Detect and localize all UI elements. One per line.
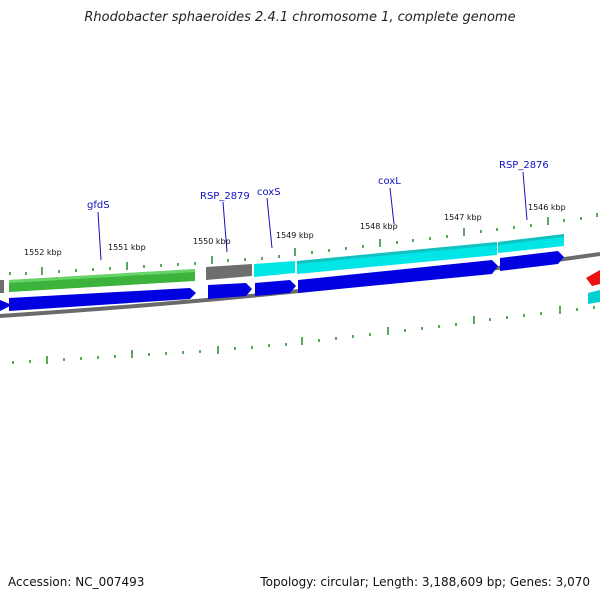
outer-scale-ticks bbox=[9, 213, 598, 275]
cds-RSP_2876[interactable] bbox=[500, 251, 564, 271]
gene-coxL[interactable] bbox=[297, 242, 497, 274]
accession-label: Accession: NC_007493 bbox=[8, 575, 145, 589]
scale-labels: 1552 kbp 1551 kbp 1550 kbp 1549 kbp 1548… bbox=[24, 203, 566, 257]
gene-coxL-edge bbox=[297, 242, 497, 264]
page-title: Rhodobacter sphaeroides 2.4.1 chromosome… bbox=[84, 10, 516, 25]
cds-track bbox=[0, 251, 564, 311]
gene-coxS[interactable] bbox=[254, 261, 295, 277]
feature-cyan-partial[interactable] bbox=[588, 290, 600, 304]
cds-coxL[interactable] bbox=[298, 260, 498, 293]
gene-RSP_2876-edge bbox=[498, 234, 564, 245]
scale-label-1547: 1547 kbp bbox=[444, 213, 482, 222]
scale-label-1546: 1546 kbp bbox=[528, 203, 566, 212]
scale-label-1549: 1549 kbp bbox=[276, 231, 314, 240]
scale-label-1552: 1552 kbp bbox=[24, 248, 62, 257]
gene-label-RSP_2876[interactable]: RSP_2876 bbox=[499, 160, 549, 171]
gene-partial-left[interactable] bbox=[0, 280, 4, 293]
cds-partial-left[interactable] bbox=[0, 300, 12, 311]
gene-labels: gfdS RSP_2879 coxS coxL RSP_2876 bbox=[87, 160, 549, 211]
gene-label-coxL[interactable]: coxL bbox=[378, 176, 401, 187]
gene-track bbox=[0, 234, 564, 293]
gene-gfdS-highlight bbox=[9, 269, 195, 283]
gene-label-gfdS[interactable]: gfdS bbox=[87, 200, 110, 211]
cds-RSP_2879[interactable] bbox=[208, 283, 252, 299]
scale-label-1548: 1548 kbp bbox=[360, 222, 398, 231]
inner-scale-ticks bbox=[12, 306, 595, 364]
gene-RSP_2879[interactable] bbox=[206, 264, 252, 280]
cds-coxS[interactable] bbox=[255, 280, 296, 296]
cds-gfdS[interactable] bbox=[9, 288, 196, 311]
gene-label-leaders bbox=[97, 171, 528, 261]
gene-label-coxS[interactable]: coxS bbox=[257, 187, 281, 198]
feature-red-partial[interactable] bbox=[586, 270, 600, 286]
scale-label-1551: 1551 kbp bbox=[108, 243, 146, 252]
genome-summary: Topology: circular; Length: 3,188,609 bp… bbox=[260, 575, 590, 589]
scale-label-1550: 1550 kbp bbox=[193, 237, 231, 246]
gene-label-RSP_2879[interactable]: RSP_2879 bbox=[200, 191, 250, 202]
